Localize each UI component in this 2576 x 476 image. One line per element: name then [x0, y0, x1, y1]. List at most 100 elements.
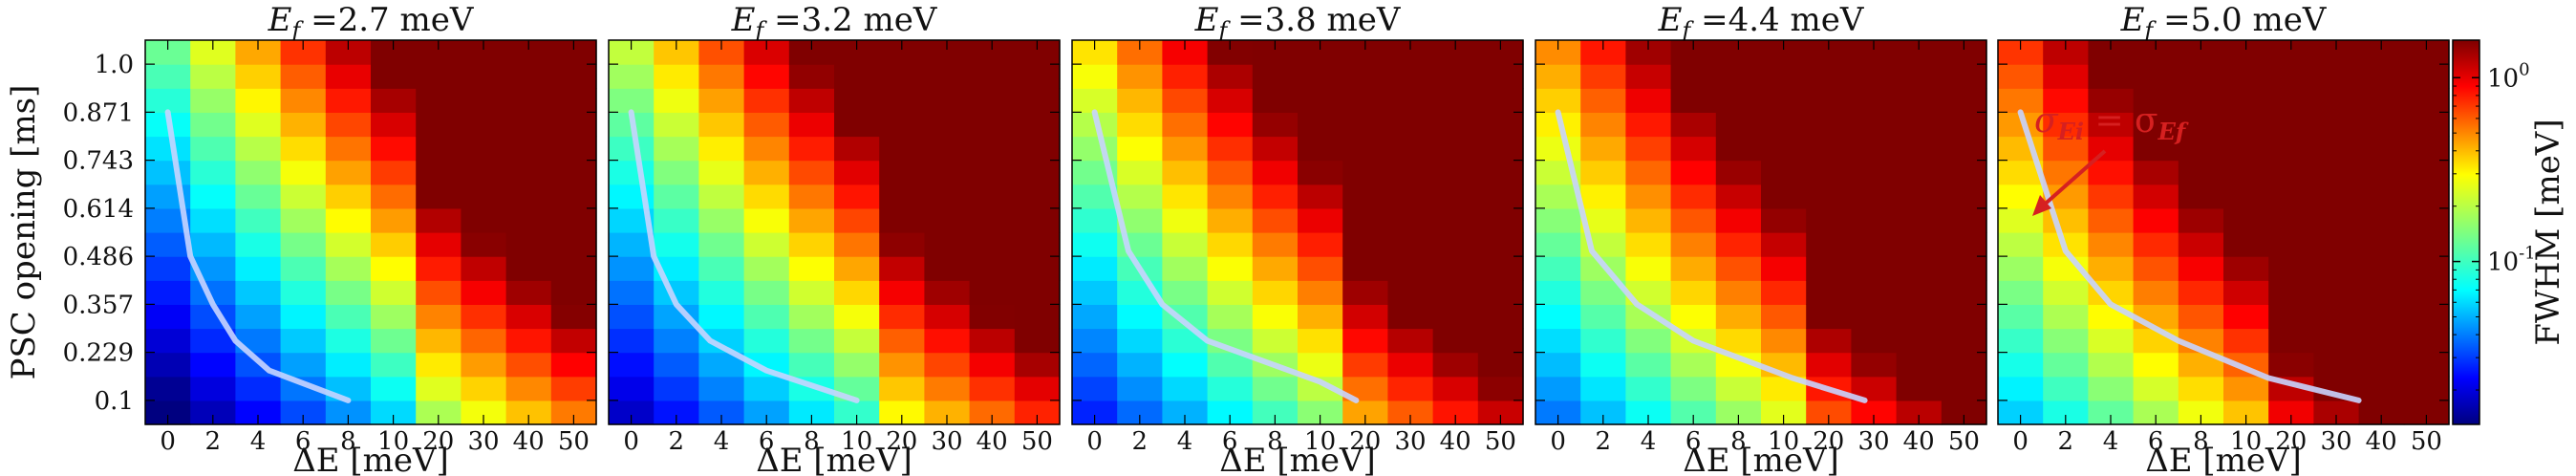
x-tick-label: 2 [1132, 427, 1148, 456]
colorbar-tick-exp: -1 [2519, 244, 2536, 264]
heatmap-cell [969, 112, 1016, 138]
heatmap-cell [280, 88, 327, 113]
heatmap-cell [2088, 207, 2135, 233]
heatmap-cell [1387, 184, 1434, 209]
panel-frame [1997, 39, 2450, 425]
heatmap-cell [371, 64, 417, 89]
x-tick-label: 30 [1394, 427, 1426, 456]
heatmap-cell [1477, 232, 1524, 257]
heatmap-cell [1761, 136, 1807, 162]
equal-resolution-curve [2017, 109, 2362, 403]
heatmap-cell [235, 207, 282, 233]
heatmap-cell [1252, 160, 1299, 185]
heatmap-cell [416, 207, 462, 233]
y-tick-label: 0.229 [63, 339, 134, 368]
heatmap-cell [1715, 328, 1762, 354]
heatmap-cell [1162, 256, 1209, 281]
heatmap-cell [280, 304, 327, 330]
heatmap-cell [2358, 232, 2405, 257]
heatmap-cell [1298, 304, 1343, 330]
heatmap-cell [743, 207, 790, 233]
heatmap-cell [2268, 184, 2314, 209]
heatmap-cell [2403, 136, 2450, 162]
heatmap-cell [1342, 352, 1388, 378]
heatmap-cell [416, 304, 462, 330]
x-tick-label: 8 [804, 427, 820, 456]
heatmap-cell [2313, 112, 2360, 138]
heatmap-cell [2403, 88, 2450, 113]
heatmap-cell [461, 184, 507, 209]
heatmap-cell [788, 184, 835, 209]
heatmap-cell [2178, 64, 2224, 89]
heatmap-cell [1207, 160, 1254, 185]
heatmap-cell [1162, 160, 1209, 185]
x-tick-label: 6 [1222, 427, 1238, 456]
heatmap-cell [2223, 64, 2269, 89]
heatmap-cell [505, 256, 552, 281]
heatmap-cell [2313, 304, 2360, 330]
heatmap-cell [2403, 376, 2450, 401]
heatmap-cell [1387, 256, 1434, 281]
heatmap-cell [1670, 280, 1717, 305]
heatmap-cell [1580, 136, 1626, 162]
heatmap-cell [1715, 232, 1762, 257]
heatmap-cell [1162, 280, 1209, 305]
heatmap-cell [1998, 328, 2044, 354]
heatmap-cell [743, 160, 790, 185]
heatmap-cell [145, 304, 191, 330]
heatmap-cell [1941, 376, 1987, 401]
anno-sub-ef: Ef [2157, 118, 2189, 145]
heatmap-cell [190, 64, 236, 89]
heatmap-cell [461, 64, 507, 89]
heatmap-cell [924, 280, 971, 305]
heatmap-cell [834, 280, 880, 305]
heatmap-cell [879, 232, 925, 257]
heatmap-cell [2223, 184, 2269, 209]
heatmap-cell [1387, 160, 1434, 185]
panel-4: Ef =4.4 meV 0 2 4 6 8 10 20 30 40 50 ΔE [meV] [1535, 1, 1987, 476]
heatmap-cell [2133, 112, 2179, 138]
heatmap-cell [235, 112, 282, 138]
y-tick-label: 0.1 [95, 387, 134, 416]
heatmap-cell [1580, 328, 1626, 354]
heatmap-cell [416, 184, 462, 209]
heatmap-cell [2358, 328, 2405, 354]
heatmap-cell [2043, 112, 2089, 138]
x-tick-label: 6 [759, 427, 775, 456]
heatmap-cell [1387, 376, 1434, 401]
heatmap-cell [2358, 256, 2405, 281]
heatmap-cell [1117, 376, 1163, 401]
heatmap-cell [1342, 207, 1388, 233]
heatmap-cell [2088, 184, 2135, 209]
heatmap-cell [505, 160, 552, 185]
x-tick-label: 20 [886, 427, 917, 456]
heatmap-cell [1896, 280, 1943, 305]
heatmap-cell [1298, 184, 1343, 209]
panel-title: Ef =3.2 meV [731, 1, 938, 44]
heatmap-cell [1014, 376, 1061, 401]
heatmap-cell [1715, 280, 1762, 305]
heatmap-cell [1252, 112, 1299, 138]
heatmap-cell [1806, 88, 1852, 113]
x-tick-label: 6 [1685, 427, 1702, 456]
title-value: =5.0 meV [2153, 1, 2328, 39]
heatmap-cell [280, 232, 327, 257]
heatmap-cell [1761, 64, 1807, 89]
heatmap-cell [1072, 280, 1118, 305]
heatmap-cell [1670, 88, 1717, 113]
heatmap-cell [190, 88, 236, 113]
heatmap-cell [1477, 184, 1524, 209]
title-value: =3.8 meV [1227, 1, 1402, 39]
heatmap-cell [1896, 207, 1943, 233]
heatmap-cell [2043, 376, 2089, 401]
heatmap-cell [280, 136, 327, 162]
heatmap-cell [1117, 112, 1163, 138]
heatmap-cell [371, 280, 417, 305]
heatmap-cell [1342, 256, 1388, 281]
heatmap-cell [1207, 136, 1254, 162]
heatmap-cell [1625, 160, 1672, 185]
heatmap-cell [2043, 328, 2089, 354]
heatmap-cell [1342, 88, 1388, 113]
x-axis-label: ΔE [meV] [1219, 442, 1376, 476]
heatmap-cell [1298, 64, 1343, 89]
